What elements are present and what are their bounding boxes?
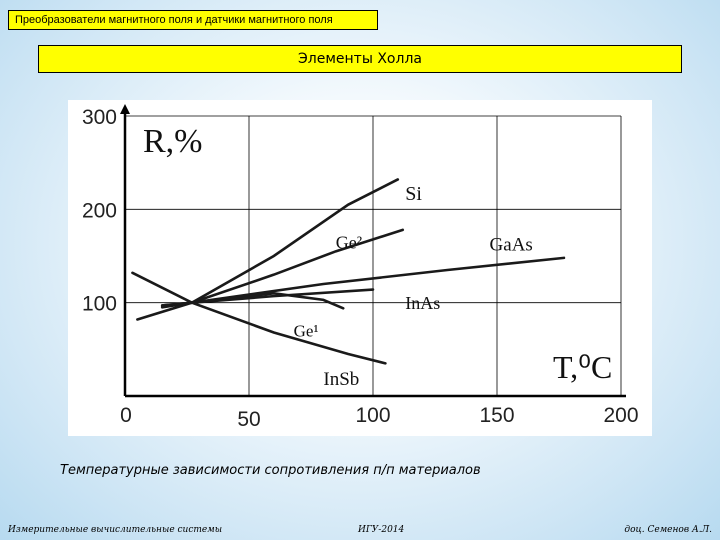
series-line-insb xyxy=(131,271,387,365)
y-tick-label: 100 xyxy=(82,293,117,316)
y-axis-arrow-icon xyxy=(120,104,130,114)
footer-course: Измерительные вычислительные системы xyxy=(8,525,223,535)
series-label: Si xyxy=(405,183,422,205)
chart-caption: Температурные зависимости сопротивления … xyxy=(60,463,481,478)
x-tick-label: 150 xyxy=(479,404,514,427)
series-line-ge xyxy=(160,292,345,310)
x-axis-label: T,⁰C xyxy=(553,349,612,385)
y-axis-label: R,% xyxy=(143,123,203,160)
series-label: InAs xyxy=(405,293,440,313)
subject-banner: Преобразователи магнитного поля и датчик… xyxy=(8,10,378,30)
series-label: Ge² xyxy=(336,233,362,253)
footer-institution: ИГУ-2014 xyxy=(358,525,405,535)
x-tick-label: 0 xyxy=(120,404,132,427)
chart-area: 100 200 300 0 50 100 150 200 R,% T,⁰C Si Ge² GaAs InA… xyxy=(68,100,652,436)
series-label: GaAs xyxy=(490,234,533,255)
series-label: Ge¹ xyxy=(294,321,319,340)
series-line-si xyxy=(136,178,400,321)
series-label: InSb xyxy=(323,369,359,390)
y-tick-label: 300 xyxy=(82,106,117,129)
x-tick-label: 100 xyxy=(355,404,390,427)
y-tick-label: 200 xyxy=(82,199,117,222)
x-tick-label: 50 xyxy=(237,408,260,431)
footer-author: доц. Семенов А.Л. xyxy=(624,525,712,535)
slide-title: Элементы Холла xyxy=(38,45,682,73)
x-tick-label: 200 xyxy=(603,404,638,427)
resistance-temperature-chart: 100 200 300 0 50 100 150 200 R,% T,⁰C Si Ge² GaAs InA… xyxy=(82,104,639,431)
